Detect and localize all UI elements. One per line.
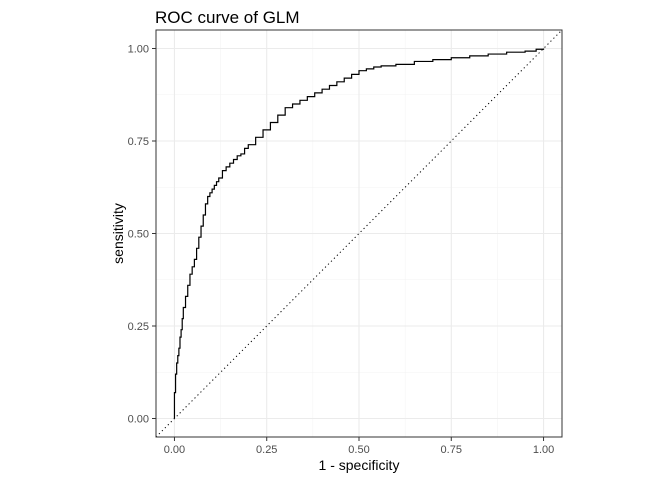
x-axis-title: 1 - specificity — [319, 457, 400, 473]
y-axis-title: sensitivity — [110, 203, 126, 264]
series-layer — [173, 48, 545, 419]
x-tick-label: 0.25 — [256, 444, 277, 456]
y-tick-label: 0.00 — [128, 414, 149, 426]
y-tick-label: 0.75 — [128, 136, 149, 148]
x-tick-label: 1.00 — [533, 444, 554, 456]
reference-diagonal-line — [155, 29, 563, 438]
x-axis: 0.00 0.25 0.50 0.75 1.00 — [164, 437, 554, 456]
y-tick-label: 1.00 — [128, 44, 149, 56]
x-tick-label: 0.00 — [164, 444, 185, 456]
x-tick-label: 0.75 — [441, 444, 462, 456]
y-axis: 0.00 0.25 0.50 0.75 1.00 — [128, 44, 156, 426]
reference-line-layer — [155, 29, 563, 438]
y-tick-label: 0.25 — [128, 321, 149, 333]
grid-layer — [156, 30, 562, 437]
chart-title: ROC curve of GLM — [155, 8, 300, 27]
roc-curve-line — [173, 48, 545, 419]
x-tick-label: 0.50 — [348, 444, 369, 456]
y-tick-label: 0.50 — [128, 229, 149, 241]
